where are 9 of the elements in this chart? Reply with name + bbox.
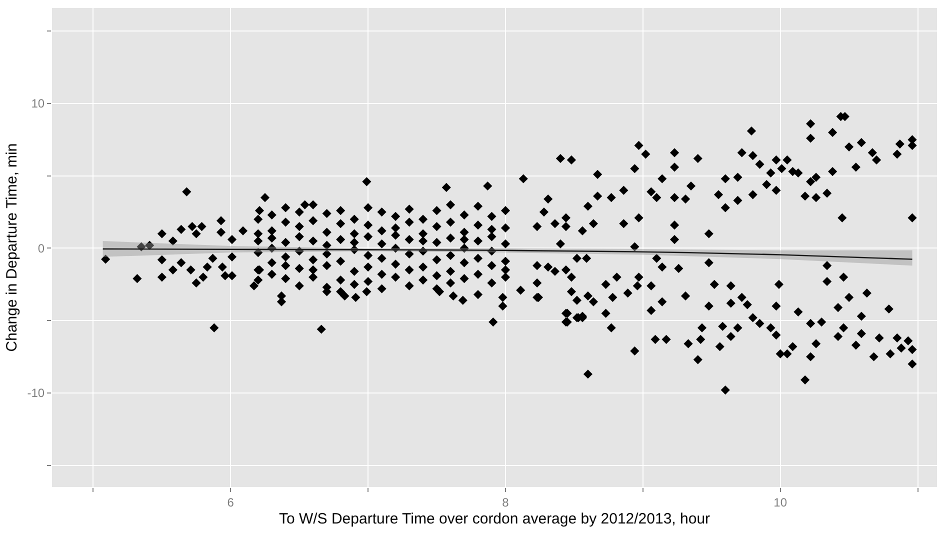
x-tick-label: 8: [502, 495, 510, 510]
y-tick-label: 10: [31, 96, 45, 111]
x-tick-label: 10: [774, 495, 788, 510]
x-tick-label: 6: [227, 495, 234, 510]
x-axis-title: To W/S Departure Time over cordon average by 2012/2013, hour: [278, 510, 710, 528]
line-series: [102, 248, 913, 260]
y-tick-label: -10: [27, 386, 45, 400]
y-axis-title: Change in Departure Time, min: [4, 143, 21, 352]
y-tick-label: 0: [38, 241, 45, 256]
